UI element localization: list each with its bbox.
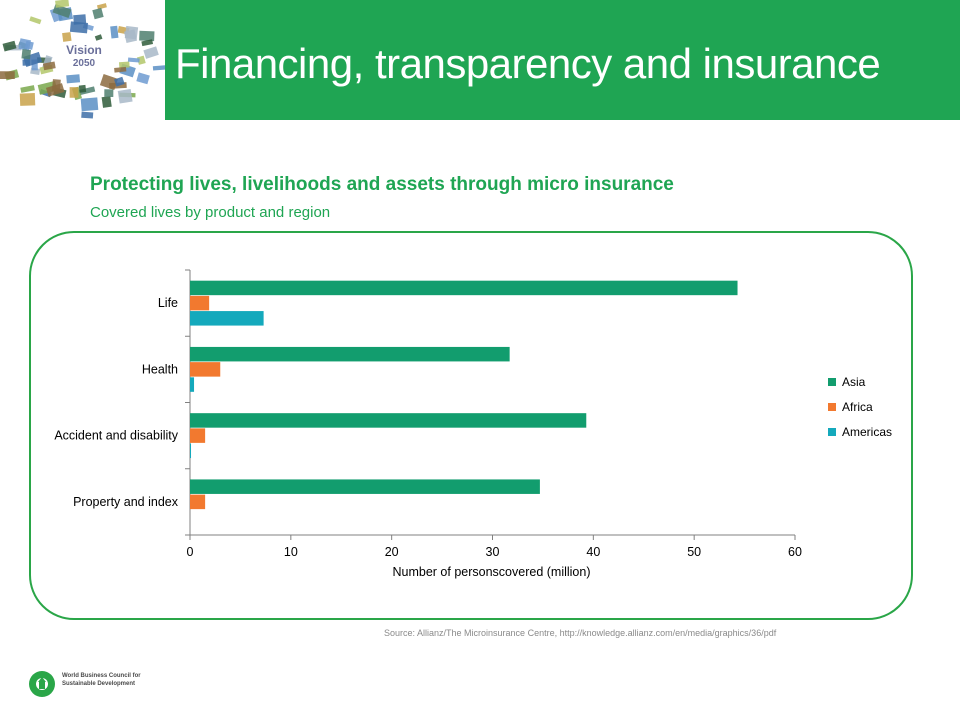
category-label: Life — [158, 296, 178, 310]
logo-photo-tile — [99, 74, 119, 91]
logo-photo-tile — [114, 66, 127, 73]
logo-photo-tile — [92, 7, 104, 20]
bar-asia-3 — [190, 479, 540, 494]
bar-africa-2 — [190, 428, 206, 443]
logo-photo-tile — [81, 111, 94, 119]
logo-text: Vision — [66, 43, 102, 57]
x-tick-label: 20 — [385, 545, 399, 559]
logo-photo-tile — [136, 72, 150, 85]
legend-label-africa: Africa — [842, 400, 873, 414]
logo-photo-tile — [42, 61, 56, 71]
chart-frame — [29, 231, 913, 620]
logo-photo-tile — [101, 96, 112, 108]
title-bar: Financing, transparency and insurance — [165, 0, 960, 120]
logo-photo-tile — [78, 86, 96, 96]
logo-photo-tile — [127, 57, 140, 63]
logo-photo-tile — [117, 88, 133, 104]
x-tick-label: 0 — [187, 545, 194, 559]
logo-photo-tile — [69, 87, 79, 98]
legend-label-americas: Americas — [842, 425, 892, 439]
x-axis-label: Number of personscovered (million) — [393, 565, 591, 579]
logo-photo-tile — [152, 65, 165, 71]
bar-americas-0 — [190, 311, 264, 326]
page-title: Financing, transparency and insurance — [175, 40, 881, 87]
logo-photo-tile — [73, 14, 87, 25]
logo-photo-tile — [141, 39, 154, 47]
logo-photo-tile — [114, 76, 125, 87]
x-tick-label: 50 — [687, 545, 701, 559]
category-label: Accident and disability — [54, 429, 178, 443]
logo-photo-tile — [123, 29, 137, 43]
logo-photo-tile — [118, 61, 130, 69]
logo-photo-tile — [66, 74, 81, 84]
legend-swatch-asia — [828, 378, 836, 386]
logo-photo-tile — [104, 89, 114, 97]
logo-photo-tile — [19, 93, 36, 106]
chart-description: Covered lives by product and region — [90, 204, 331, 221]
logo-photo-tile — [78, 84, 87, 93]
bar-africa-1 — [190, 362, 221, 377]
logo-photo-tile — [94, 34, 103, 41]
logo-photo-tile — [0, 71, 15, 80]
source-note: Source: Allianz/The Microinsurance Centr… — [384, 628, 777, 638]
logo-photo-tile — [80, 97, 99, 112]
logo-photo-tile — [62, 32, 72, 42]
org-name-line1: World Business Council for — [62, 673, 141, 679]
logo-photo-tile — [96, 3, 107, 10]
logo-photo-tile — [55, 0, 70, 8]
legend-swatch-africa — [828, 403, 836, 411]
org-name: World Business Council for Sustainable D… — [62, 672, 142, 688]
org-name-line2: Sustainable Development — [62, 681, 136, 687]
logo-photo-tile — [51, 79, 61, 93]
bar-americas-2 — [190, 443, 192, 459]
x-tick-label: 30 — [486, 545, 500, 559]
category-label: Property and index — [73, 495, 179, 509]
logo-photo-tile — [21, 49, 32, 60]
bar-africa-3 — [190, 494, 206, 510]
logo-photo-tile — [139, 30, 155, 42]
bar-asia-0 — [190, 280, 738, 296]
logo-photo-tile — [24, 40, 34, 50]
x-tick-label: 10 — [284, 545, 298, 559]
vision-2050-logo — [0, 0, 165, 119]
bar-americas-1 — [190, 377, 195, 392]
logo-photo-tile — [110, 25, 119, 39]
category-label: Health — [142, 362, 178, 376]
wbcsd-logo — [29, 671, 55, 697]
vision-2050-badge: Vision 2050 — [56, 42, 112, 74]
x-tick-label: 40 — [586, 545, 600, 559]
logo-photo-tile — [136, 55, 146, 65]
legend-swatch-americas — [828, 428, 836, 436]
bar-africa-0 — [190, 295, 210, 311]
chart-subtitle: Protecting lives, livelihoods and assets… — [90, 174, 674, 195]
legend-label-asia: Asia — [842, 375, 866, 389]
logo-photo-tile — [2, 40, 17, 52]
logo-photo-tile — [20, 85, 35, 93]
logo-year: 2050 — [72, 58, 96, 69]
logo-photo-tile — [143, 46, 159, 59]
bar-asia-1 — [190, 346, 510, 362]
x-tick-label: 60 — [788, 545, 802, 559]
bar-asia-2 — [190, 413, 587, 428]
logo-photo-tile — [29, 16, 42, 25]
